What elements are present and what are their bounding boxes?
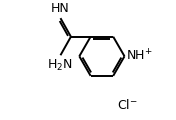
- Text: NH$^{+}$: NH$^{+}$: [126, 49, 152, 64]
- Text: HN: HN: [51, 2, 69, 15]
- Text: Cl$^{-}$: Cl$^{-}$: [117, 98, 138, 112]
- Text: H$_2$N: H$_2$N: [47, 58, 73, 73]
